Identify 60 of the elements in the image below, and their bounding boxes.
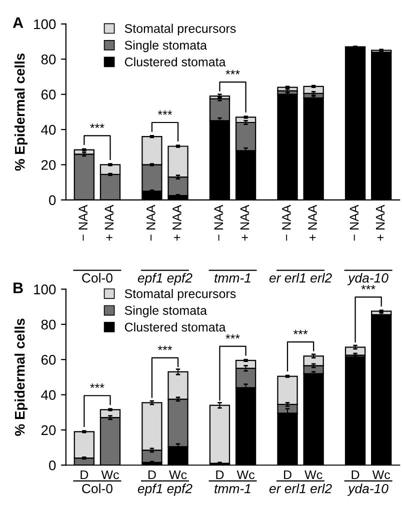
x-tick-label: Wc [101,470,119,480]
chart-title: A [12,17,24,28]
x-tick-label: − NAA [350,204,359,241]
x-tick-label: − NAA [282,204,291,241]
x-tick-label: Wc [372,470,390,480]
y-tick-label: 60 [41,90,56,100]
y-tick-label: 40 [41,124,56,135]
x-tick-label: D [216,470,224,480]
annotation: *** [226,334,240,339]
x-tick-label: D [148,470,156,480]
x-tick-label: + NAA [240,204,250,241]
y-axis-title: % Epidermal cells [14,53,28,171]
x-tick-label: + NAA [308,204,317,241]
x-tick-label: − NAA [78,204,88,241]
text: yda-10 [347,484,388,496]
text: tmm-1 [214,273,250,283]
x-tick-label: + NAA [172,204,182,241]
annotation: *** [90,384,104,388]
annotation: *** [361,285,376,290]
x-tick-label: − NAA [146,204,156,241]
x-tick-label: Wc [169,470,187,480]
text: tmm-1 [214,484,250,494]
annotation: *** [158,110,172,115]
y-tick-label: 20 [41,425,56,436]
text: er erl1 erl2 [269,484,332,494]
y-tick-label: 40 [41,390,56,400]
x-tick-label: + NAA [376,204,385,241]
annotation: *** [158,346,172,350]
y-tick-label: 100 [34,19,56,30]
legend-label: Clustered stomata [124,57,226,66]
legend-label: Stomatal precursors [124,288,236,301]
y-tick-label: 0 [49,195,56,206]
y-tick-label: 80 [41,54,56,64]
text: Col-0 [82,272,112,283]
y-tick-label: 80 [41,320,56,330]
text: epf1 epf2 [138,484,192,496]
legend-label: Stomatal precursors [124,24,236,36]
x-tick-label: Wc [236,470,254,480]
text: yda-10 [347,272,388,286]
text: Col-0 [82,484,112,494]
x-tick-label: D [352,470,360,480]
y-tick-label: 60 [41,354,56,365]
annotation: *** [90,124,104,128]
legend-label: Single stomata [124,306,207,318]
y-tick-label: 0 [49,460,56,470]
y-tick-label: 100 [34,284,56,294]
text: er erl1 erl2 [269,272,332,283]
x-tick-label: + NAA [104,204,114,241]
y-tick-label: 20 [41,160,56,170]
legend-label: Clustered stomata [124,322,226,332]
x-tick-label: Wc [304,470,322,480]
legend-label: Single stomata [124,40,207,52]
annotation: *** [293,330,308,334]
x-tick-label: D [284,470,292,480]
x-tick-label: − NAA [214,204,223,241]
chart-title: B [14,282,23,294]
annotation: *** [226,70,240,74]
x-tick-label: D [80,470,88,480]
text: epf1 epf2 [138,272,192,286]
y-axis-title: % Epidermal cells [14,318,28,436]
